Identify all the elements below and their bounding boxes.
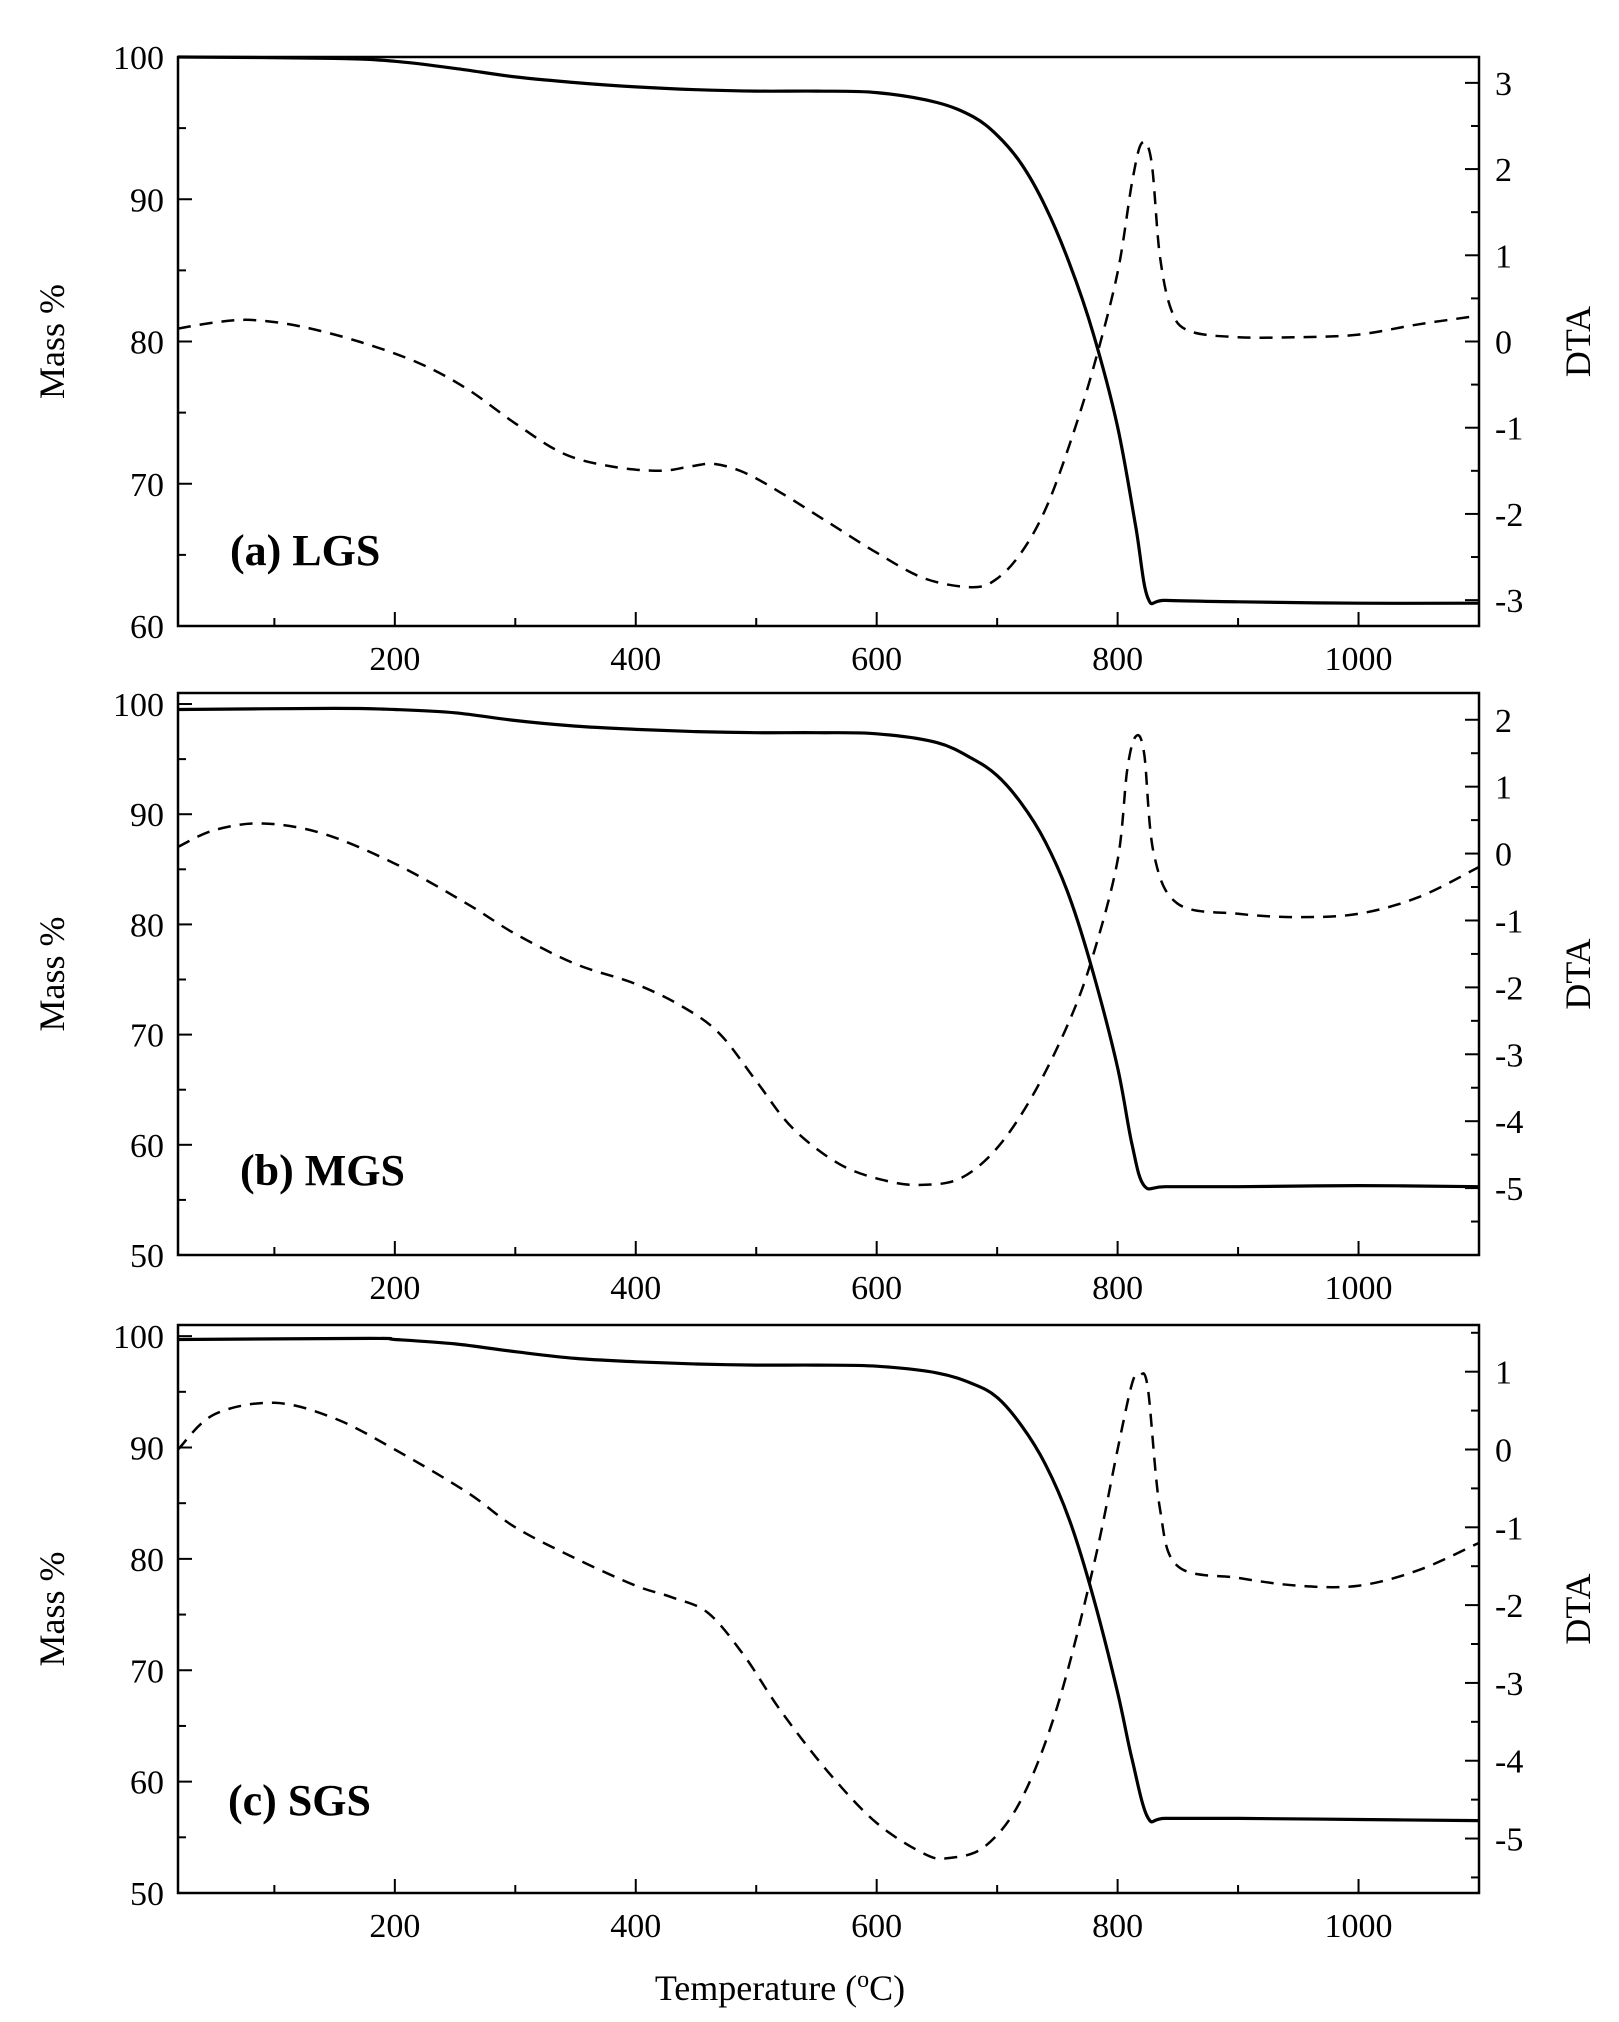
x-tick-label: 600 — [851, 641, 902, 678]
y2-tick-label: -4 — [1495, 1744, 1523, 1781]
dta-series-line — [177, 140, 1480, 589]
x-tick-label: 200 — [369, 1270, 420, 1307]
y2-tick-label: -4 — [1495, 1104, 1523, 1141]
y2-tick-label: 1 — [1495, 238, 1512, 275]
y2-tick-label: -1 — [1495, 411, 1523, 448]
panel-label: (c) SGS — [228, 1776, 371, 1825]
y-tick-label: 90 — [130, 797, 164, 834]
x-tick-label: 1000 — [1325, 1270, 1393, 1307]
y-tick-label: 50 — [130, 1238, 164, 1275]
y-axis-title: Mass % — [32, 917, 72, 1032]
dta-series-line — [177, 733, 1480, 1187]
y2-tick-label: 1 — [1495, 770, 1512, 807]
y2-tick-label: -3 — [1495, 1666, 1523, 1703]
x-tick-label: 800 — [1092, 1908, 1143, 1945]
x-tick-label: 400 — [610, 1270, 661, 1307]
y-axis-title: Mass % — [32, 1552, 72, 1667]
x-tick-label: 1000 — [1325, 641, 1393, 678]
y2-tick-label: 1 — [1495, 1355, 1512, 1392]
y-tick-label: 80 — [130, 1542, 164, 1579]
y-tick-label: 60 — [130, 1765, 164, 1802]
panel-label: (b) MGS — [240, 1146, 405, 1195]
y-tick-label: 60 — [130, 1128, 164, 1165]
y2-tick-label: 2 — [1495, 703, 1512, 740]
y2-tick-label: 0 — [1495, 837, 1512, 874]
y-tick-label: 90 — [130, 182, 164, 219]
y-tick-label: 70 — [130, 1018, 164, 1055]
x-tick-label: 400 — [610, 641, 661, 678]
y2-tick-label: -3 — [1495, 583, 1523, 620]
panel-a-lgs: 200 400 600 800 1000 60 70 80 90 100 -3 -2 -1 0 1 2 3 Mas… — [32, 40, 1598, 678]
mass-series-line — [177, 55, 1480, 606]
y-tick-label: 60 — [130, 609, 164, 646]
y-tick-label: 100 — [113, 1319, 164, 1356]
dta-series-line — [177, 1372, 1480, 1861]
y2-tick-label: -5 — [1495, 1822, 1523, 1859]
x-tick-label: 600 — [851, 1908, 902, 1945]
y-tick-label: 80 — [130, 907, 164, 944]
y-tick-label: 70 — [130, 467, 164, 504]
y2-tick-label: -2 — [1495, 1588, 1523, 1625]
y2-tick-label: 0 — [1495, 325, 1512, 362]
x-tick-label: 800 — [1092, 641, 1143, 678]
y2-tick-label: -1 — [1495, 903, 1523, 940]
y2-tick-label: 0 — [1495, 1432, 1512, 1469]
panel-label: (a) LGS — [230, 526, 380, 575]
y2-axis-title: DTA — [1558, 1573, 1598, 1644]
y2-tick-label: -2 — [1495, 970, 1523, 1007]
y-tick-label: 100 — [113, 687, 164, 724]
mass-series-line — [177, 706, 1480, 1191]
x-tick-label: 1000 — [1325, 1908, 1393, 1945]
plot-frame — [176, 691, 1481, 1257]
x-tick-label: 200 — [369, 1908, 420, 1945]
mass-series-line — [177, 1336, 1480, 1824]
y-tick-label: 70 — [130, 1653, 164, 1690]
y2-tick-label: 3 — [1495, 66, 1512, 103]
x-tick-label: 200 — [369, 641, 420, 678]
x-axis-title: Temperature (oC) — [655, 1967, 905, 2008]
x-tick-label: 600 — [851, 1270, 902, 1307]
y2-tick-label: -2 — [1495, 497, 1523, 534]
y2-tick-label: -1 — [1495, 1510, 1523, 1547]
y-tick-label: 100 — [113, 40, 164, 77]
y-tick-label: 80 — [130, 325, 164, 362]
y-tick-label: 90 — [130, 1431, 164, 1468]
x-tick-label: 400 — [610, 1908, 661, 1945]
panel-b-mgs: 200 400 600 800 1000 50 60 70 80 90 100 -5 -4 -3 -2 -1 0… — [32, 687, 1598, 1307]
plot-frame — [176, 1323, 1481, 1895]
y2-tick-label: -3 — [1495, 1037, 1523, 1074]
x-tick-label: 800 — [1092, 1270, 1143, 1307]
y-tick-label: 50 — [130, 1876, 164, 1913]
y-axis-title: Mass % — [32, 284, 72, 399]
y2-tick-label: 2 — [1495, 152, 1512, 189]
panel-c-sgs: 200 400 600 800 1000 50 60 70 80 90 100 -5 -4 -3 -2 -1 0… — [32, 1319, 1598, 1945]
y2-axis-title: DTA — [1558, 306, 1598, 377]
y2-axis-title: DTA — [1558, 938, 1598, 1009]
y2-tick-label: -5 — [1495, 1171, 1523, 1208]
